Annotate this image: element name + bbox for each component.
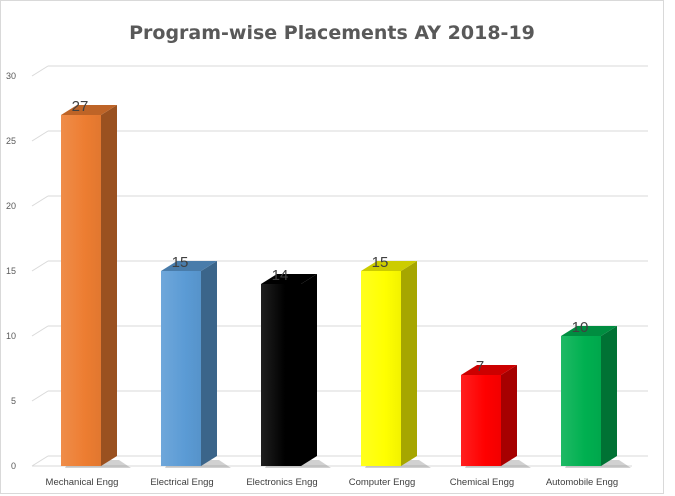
bar-side-2	[301, 274, 317, 466]
bar-5: 10	[561, 319, 631, 468]
gridline-oblique-4	[31, 195, 49, 207]
bar-front-0	[61, 115, 101, 466]
gridline-oblique-6	[31, 65, 49, 77]
bar-front-4	[461, 375, 501, 466]
y-tick-label-3: 15	[6, 266, 16, 276]
x-tick-label-5: Automobile Engg	[546, 477, 618, 488]
data-label-3: 15	[372, 254, 389, 271]
bar-side-0	[101, 105, 117, 466]
bar-top-3	[361, 261, 417, 271]
bar-0: 27	[61, 98, 131, 468]
bar-front-1	[161, 271, 201, 466]
bar-top-5	[561, 326, 617, 336]
bar-front-2	[261, 284, 301, 466]
data-label-4: 7	[476, 358, 484, 375]
data-label-5: 10	[572, 319, 589, 336]
x-tick-label-0: Mechanical Engg	[46, 477, 119, 488]
bar-chart: 0 5 10 15 20 25 30 27 Mechanical Engg 15 Electrica…	[6, 65, 648, 488]
bar-side-5	[601, 326, 617, 466]
gridline-oblique-1	[31, 390, 49, 402]
bar-2: 14	[261, 267, 331, 468]
bar-top-4	[461, 365, 517, 375]
bar-3: 15	[361, 254, 431, 468]
data-label-0: 27	[72, 98, 89, 115]
y-tick-label-6: 30	[6, 71, 16, 81]
x-tick-label-1: Electrical Engg	[150, 477, 213, 488]
bar-top-0	[61, 105, 117, 115]
chart-title: Program-wise Placements AY 2018-19	[129, 22, 535, 44]
y-tick-label-2: 10	[6, 331, 16, 341]
bar-top-1	[161, 261, 217, 271]
x-tick-label-3: Computer Engg	[349, 477, 416, 488]
gridline-oblique-0	[31, 455, 49, 467]
bar-4: 7	[461, 358, 531, 468]
data-label-2: 14	[272, 267, 289, 284]
gridline-oblique-3	[31, 260, 49, 272]
bar-side-1	[201, 261, 217, 466]
data-label-1: 15	[172, 254, 189, 271]
bar-side-3	[401, 261, 417, 466]
y-tick-label-4: 20	[6, 201, 16, 211]
x-tick-label-4: Chemical Engg	[450, 477, 514, 488]
y-tick-label-5: 25	[6, 136, 16, 146]
gridline-oblique-2	[31, 325, 49, 337]
bar-top-2	[261, 274, 317, 284]
bar-1: 15	[161, 254, 231, 468]
bar-side-4	[501, 365, 517, 466]
y-tick-label-0: 0	[11, 461, 16, 471]
bar-front-5	[561, 336, 601, 466]
y-tick-label-1: 5	[11, 396, 16, 406]
x-tick-label-2: Electronics Engg	[246, 477, 317, 488]
gridline-oblique-5	[31, 130, 49, 142]
bar-front-3	[361, 271, 401, 466]
